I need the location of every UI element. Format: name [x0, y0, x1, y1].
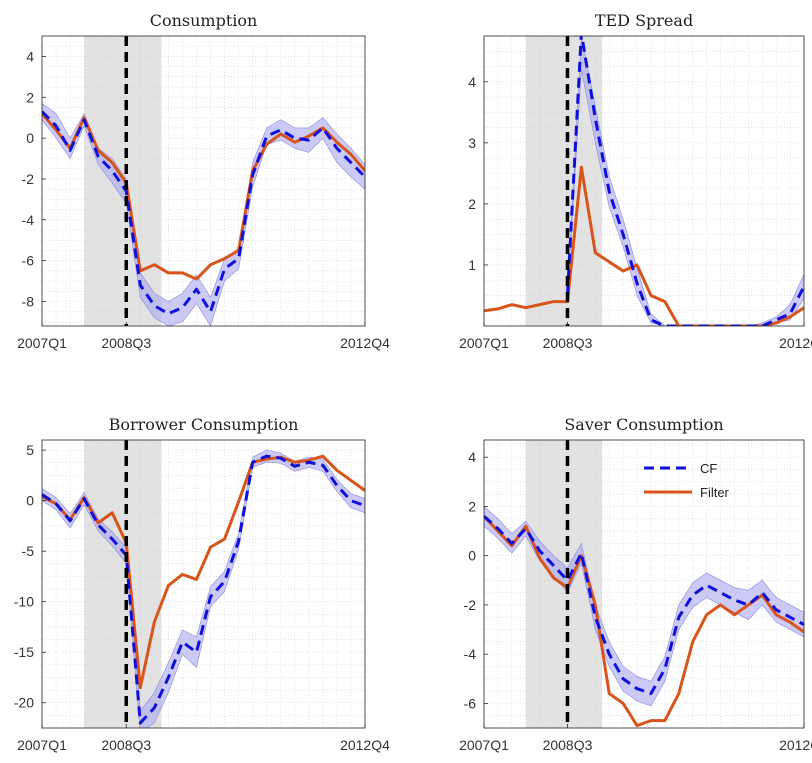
x-tick-label: 2007Q1	[17, 737, 67, 753]
x-tick-label: 2008Q3	[543, 737, 593, 753]
y-tick-label: -10	[14, 594, 34, 610]
filter-line	[484, 515, 804, 728]
recession-shade	[84, 440, 162, 728]
legend-label: CF	[700, 461, 717, 476]
y-tick-label: -8	[22, 293, 35, 309]
y-tick-label: 4	[468, 74, 476, 90]
panel-title: Borrower Consumption	[109, 415, 299, 434]
panel-2: 1 2 3 4 2007Q1 2008Q3 2012Q4 TED Spread	[459, 11, 812, 351]
y-tick-label: -6	[22, 253, 35, 269]
y-tick-label: -4	[464, 646, 477, 662]
x-tick-label: 2007Q1	[459, 335, 509, 351]
y-tick-label: -15	[14, 644, 34, 660]
recession-shade	[525, 36, 603, 326]
cf-line	[42, 454, 365, 725]
x-tick-label: 2012Q4	[779, 737, 812, 753]
y-tick-label: 5	[26, 442, 34, 458]
y-tick-label: -2	[464, 597, 477, 613]
y-tick-label: 4	[26, 48, 34, 64]
panel-3: -20 -15 -10 -5 0 5 2007Q1 2008Q3 2012Q4 Borrower …	[14, 415, 390, 753]
y-tick-label: 0	[26, 493, 34, 509]
panel-4: -6 -4 -2 0 2 4 2007Q1 2008Q3 2012Q4 Saver Consump…	[459, 415, 812, 753]
axes-frame	[483, 439, 805, 729]
y-tick-label: 4	[468, 449, 476, 465]
x-tick-label: 2008Q3	[543, 335, 593, 351]
filter-line	[484, 165, 804, 326]
panel-title: Consumption	[150, 11, 258, 30]
x-tick-label: 2012Q4	[340, 737, 390, 753]
axes-frame	[41, 35, 366, 327]
x-tick-label: 2012Q4	[779, 335, 812, 351]
y-tick-label: -20	[14, 695, 34, 711]
cf-line	[42, 110, 365, 316]
axes-frame	[483, 35, 805, 327]
y-tick-label: 2	[468, 498, 476, 514]
legend-label: Filter	[700, 485, 730, 500]
x-tick-label: 2008Q3	[101, 335, 151, 351]
panel-1: -8 -6 -4 -2 0 2 4 2007Q1 2008Q3 2012Q4 Consumption	[17, 11, 390, 351]
axes-frame	[41, 439, 366, 729]
y-tick-label: -6	[464, 695, 477, 711]
panel-title: TED Spread	[595, 11, 693, 30]
x-tick-label: 2007Q1	[459, 737, 509, 753]
x-tick-label: 2008Q3	[101, 737, 151, 753]
y-tick-label: -4	[22, 212, 35, 228]
cf-band	[42, 103, 365, 326]
cf-band	[567, 36, 804, 326]
y-tick-label: -5	[22, 543, 35, 559]
y-tick-label: 0	[468, 548, 476, 564]
x-tick-label: 2007Q1	[17, 335, 67, 351]
y-tick-label: -2	[22, 171, 35, 187]
y-tick-label: 1	[468, 257, 476, 273]
filter-line	[42, 112, 365, 281]
x-tick-label: 2012Q4	[340, 335, 390, 351]
legend: CF Filter	[644, 461, 730, 500]
cf-line	[565, 36, 804, 326]
y-tick-label: 2	[26, 89, 34, 105]
y-tick-label: 3	[468, 135, 476, 151]
y-tick-label: 0	[26, 130, 34, 146]
panel-title: Saver Consumption	[564, 415, 723, 434]
y-tick-label: 2	[468, 196, 476, 212]
cf-line	[484, 515, 804, 696]
